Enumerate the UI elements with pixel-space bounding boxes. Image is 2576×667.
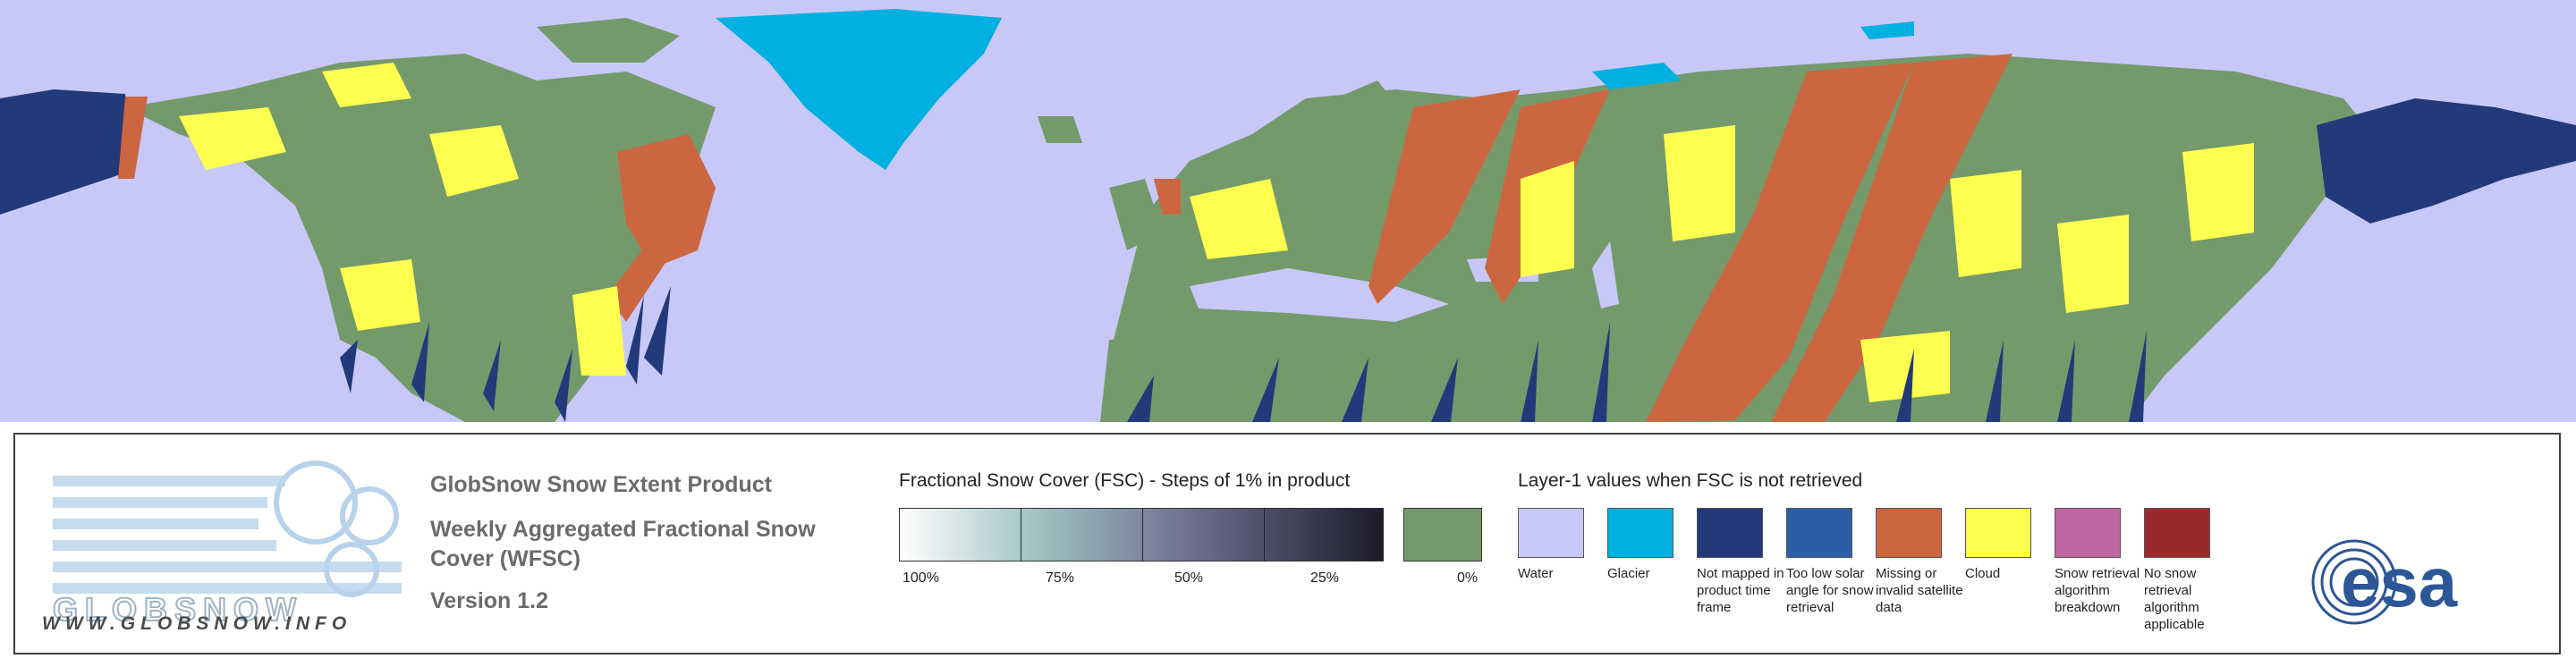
legend-panel: GLOBSNOW WWW.GLOBSNOW.INFO GlobSnow Snow…: [13, 433, 2561, 654]
fsc-tick-label: 75%: [1046, 570, 1075, 586]
map-canvas: [0, 9, 2576, 422]
legend-class-cloud: Cloud: [1965, 508, 2055, 582]
missing-swath-1: [1368, 89, 1521, 304]
fsc-tick-label: 50%: [1174, 570, 1204, 586]
fsc-tick-label: 0%: [1457, 570, 1479, 586]
legend-label: No snow retrieval algorithm applicable: [2144, 566, 2205, 632]
esa-wordmark: esa: [2341, 543, 2458, 621]
product-subtitle: Weekly Aggregated Fractional Snow Cover …: [430, 517, 816, 571]
missing-swatch: [1876, 508, 1942, 558]
fsc-zero-swatch: [1403, 508, 1482, 561]
legend-label: Glacier: [1607, 566, 1650, 581]
breakdown-swatch: [2055, 508, 2121, 558]
legend-label: Not mapped in product time frame: [1697, 566, 1784, 615]
fsc-tick-label: 25%: [1310, 570, 1340, 586]
layer1-title: Layer-1 values when FSC is not retrieved: [1518, 470, 1863, 491]
legend-class-missing: Missing or invalid satellite data: [1876, 508, 1965, 616]
product-title: GlobSnow Snow Extent Product: [430, 472, 772, 497]
legend-label: Too low solar angle for snow retrieval: [1786, 566, 1874, 615]
logo-wordmark: GLOBSNOW: [53, 591, 303, 628]
esa-logo: esa: [2311, 539, 2458, 625]
fsc-tick-label: 100%: [902, 570, 939, 586]
fsc-tick: [1264, 508, 1265, 561]
not-applicable-swatch: [2144, 508, 2210, 558]
product-version: Version 1.2: [430, 588, 549, 613]
fsc-tick: [1142, 508, 1143, 561]
legend-label: Snow retrieval algorithm breakdown: [2055, 566, 2140, 615]
legend-class-water: Water: [1518, 508, 1607, 582]
far-east-not-mapped: [2317, 98, 2576, 224]
greenland-glacier: [716, 9, 1002, 170]
legend-class-glacier: Glacier: [1607, 508, 1697, 582]
missing-swath-3: [1646, 63, 1914, 422]
fsc-gradient-bar: [899, 508, 1384, 561]
legend-class-low-solar: Too low solar angle for snow retrieval: [1786, 508, 1876, 616]
glacier-swatch: [1607, 508, 1674, 558]
legend-class-not-mapped: Not mapped in product time frame: [1697, 508, 1786, 616]
legend-label: Water: [1518, 566, 1554, 581]
not-mapped-swatch: [1697, 508, 1763, 558]
water-swatch: [1518, 508, 1584, 558]
legend-class-breakdown: Snow retrieval algorithm breakdown: [2055, 508, 2144, 616]
legend-label: Missing or invalid satellite data: [1876, 566, 1963, 615]
missing-data-quebec: [617, 134, 716, 268]
logo-url: WWW.GLOBSNOW.INFO: [42, 613, 352, 634]
missing-swath-4: [1771, 54, 2012, 422]
snow-cover-map: [0, 0, 2576, 422]
legend-label: Cloud: [1965, 566, 2001, 581]
legend-class-not-applicable: No snow retrieval algorithm applicable: [2144, 508, 2233, 633]
low-solar-swatch: [1786, 508, 1852, 558]
cloud-swatch: [1965, 508, 2031, 558]
alaska-not-mapped: [0, 89, 134, 215]
globsnow-logo: GLOBSNOW: [52, 460, 402, 629]
mediterranean-sea: [1190, 268, 1449, 322]
fsc-title: Fractional Snow Cover (FSC) - Steps of 1…: [899, 470, 1351, 491]
